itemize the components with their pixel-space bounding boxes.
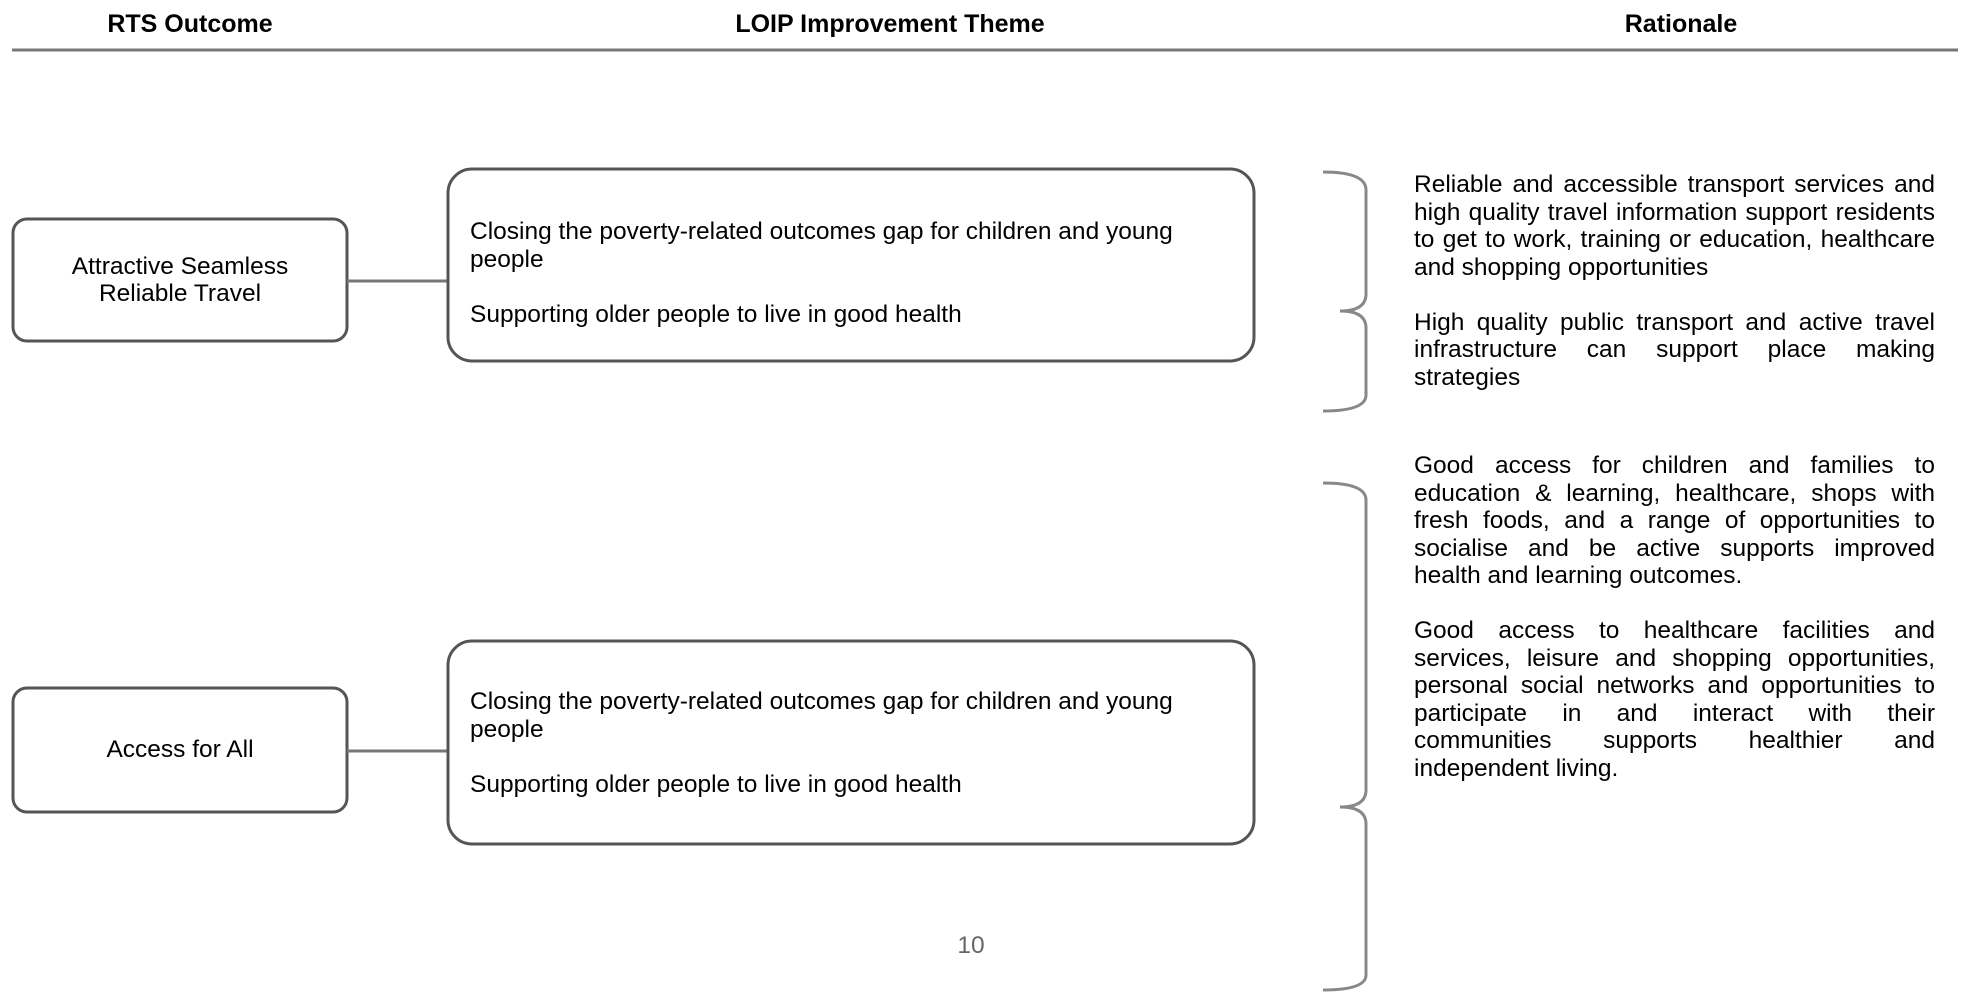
rationale: Good access for children and families to… (1414, 452, 1935, 589)
column-header: RTS Outcome (107, 10, 273, 38)
page-number: 10 (957, 932, 985, 959)
rationale-text: Good access for children and families to… (1414, 452, 1935, 810)
theme: Closing the poverty-related outcomes gap… (470, 218, 1173, 273)
outcome-label: Access for All (106, 736, 254, 764)
theme-text: Closing the poverty-related outcomes gap… (470, 218, 1240, 356)
theme-box (446, 167, 1256, 363)
theme-box (446, 639, 1256, 846)
bracket (1322, 481, 1368, 992)
outcome-label: Attractive Seamless Reliable Travel (71, 252, 289, 308)
theme: Supporting older people to live in good … (470, 300, 962, 328)
rationale: High quality public transport and active… (1414, 308, 1935, 391)
rationale: Reliable and accessible transport servic… (1414, 171, 1935, 281)
theme-text: Closing the poverty-related outcomes gap… (470, 688, 1240, 826)
theme: Closing the poverty-related outcomes gap… (470, 688, 1173, 743)
column-header: Rationale (1624, 10, 1738, 38)
theme: Supporting older people to live in good … (470, 770, 962, 798)
rationale-text: Reliable and accessible transport servic… (1414, 171, 1935, 419)
column-header: LOIP Improvement Theme (735, 10, 1045, 38)
rationale: Good access to healthcare facilities and… (1414, 617, 1935, 782)
bracket (1322, 170, 1368, 413)
